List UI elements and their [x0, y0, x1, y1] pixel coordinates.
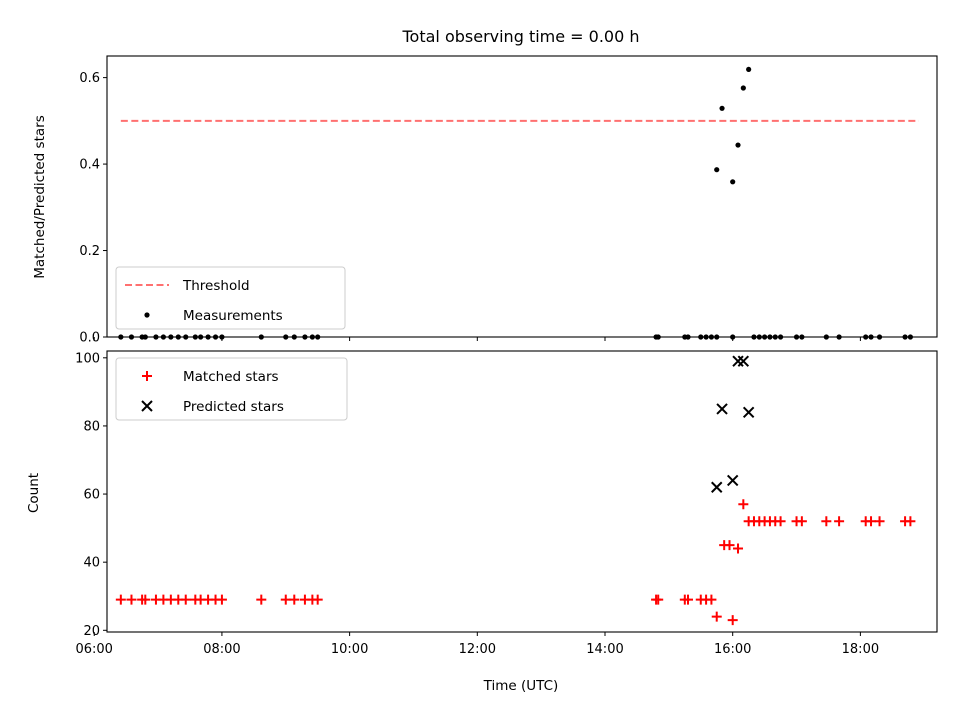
- y-tick-label: 20: [83, 624, 100, 639]
- legend-swatch-predicted: [141, 400, 153, 412]
- matched-star-point: [126, 594, 137, 605]
- legend-swatch-matched: [142, 371, 152, 381]
- matched-star-point: [256, 594, 267, 605]
- axes-frame-2: [106, 350, 938, 633]
- matched-star-point: [724, 540, 735, 551]
- x-tick-label: 14:00: [586, 642, 623, 657]
- matched-star-point: [653, 594, 664, 605]
- series-predicted-stars: [711, 355, 755, 493]
- matched-star-point: [140, 594, 151, 605]
- x-tick-label: 06:00: [75, 642, 112, 657]
- legend-label: Threshold: [182, 278, 250, 294]
- matched-star-point: [706, 594, 717, 605]
- y-tick-label: 40: [83, 556, 100, 571]
- series-matched-stars: [115, 499, 916, 626]
- y-tick-label: 100: [75, 351, 100, 366]
- legend-2: Matched stars Predicted stars: [115, 357, 348, 421]
- legend-swatch-measurements: [144, 312, 150, 318]
- y-tick-label: 0.0: [79, 331, 100, 346]
- bottom-panel: 20 40 60 80 100 06:00 08:00 10:00 12:00 14:00 16:0…: [75, 350, 938, 657]
- matched-star-point: [115, 594, 126, 605]
- y-tick-label: 0.2: [79, 244, 100, 259]
- measurement-point: [735, 142, 741, 148]
- matched-star-point: [216, 594, 227, 605]
- matched-star-point: [775, 516, 786, 527]
- x-tick-label: 10:00: [331, 642, 368, 657]
- measurement-point: [740, 85, 746, 91]
- y-tick-label: 60: [83, 488, 100, 503]
- matched-star-point: [312, 594, 323, 605]
- matched-star-point: [834, 516, 845, 527]
- axes-frame-1: [106, 55, 938, 338]
- matched-star-point: [683, 594, 693, 605]
- legend-box: [115, 266, 346, 330]
- plot-area-2: [115, 355, 916, 626]
- legend-label: Measurements: [183, 308, 283, 324]
- matched-star-point: [727, 615, 738, 626]
- matched-star-point: [866, 516, 877, 527]
- matched-star-point: [874, 516, 885, 527]
- chart-title: Total observing time = 0.00 h: [401, 27, 639, 46]
- y-tick-label: 0.6: [79, 71, 100, 86]
- matched-star-point: [821, 516, 832, 527]
- matched-star-point: [905, 516, 916, 527]
- y-tick-label: 0.4: [79, 158, 100, 173]
- matched-star-point: [738, 499, 749, 510]
- y-tick-label: 80: [83, 419, 100, 434]
- legend-box: [115, 357, 348, 421]
- matched-star-point: [280, 594, 291, 605]
- matched-star-point: [180, 594, 191, 605]
- x-tick-label: 08:00: [203, 642, 240, 657]
- top-y-axis-title: Matched/Predicted stars: [32, 115, 48, 278]
- x-axis-title: Time (UTC): [483, 678, 559, 694]
- predicted-star-point: [716, 403, 728, 415]
- x-tick-label: 18:00: [842, 642, 879, 657]
- predicted-star-point: [737, 355, 750, 367]
- matched-star-point: [796, 516, 807, 527]
- bottom-y-axis-title: Count: [26, 473, 42, 513]
- measurement-point: [746, 66, 752, 73]
- matched-star-point: [733, 543, 744, 554]
- x-tick-label: 12:00: [459, 642, 496, 657]
- predicted-star-point: [742, 406, 755, 419]
- measurement-point: [719, 105, 725, 111]
- predicted-star-point: [726, 474, 739, 487]
- legend-label: Matched stars: [183, 369, 279, 385]
- top-panel: 0.0 0.2 0.4 0.6 Threshold Measurements: [79, 55, 938, 346]
- matched-star-point: [711, 611, 722, 622]
- x-tick-label: 16:00: [714, 642, 751, 657]
- measurement-point: [714, 167, 720, 173]
- measurement-point: [730, 179, 736, 185]
- legend-label: Predicted stars: [183, 399, 284, 415]
- matched-star-point: [289, 594, 300, 605]
- legend-1: Threshold Measurements: [115, 266, 346, 330]
- predicted-star-point: [711, 481, 723, 493]
